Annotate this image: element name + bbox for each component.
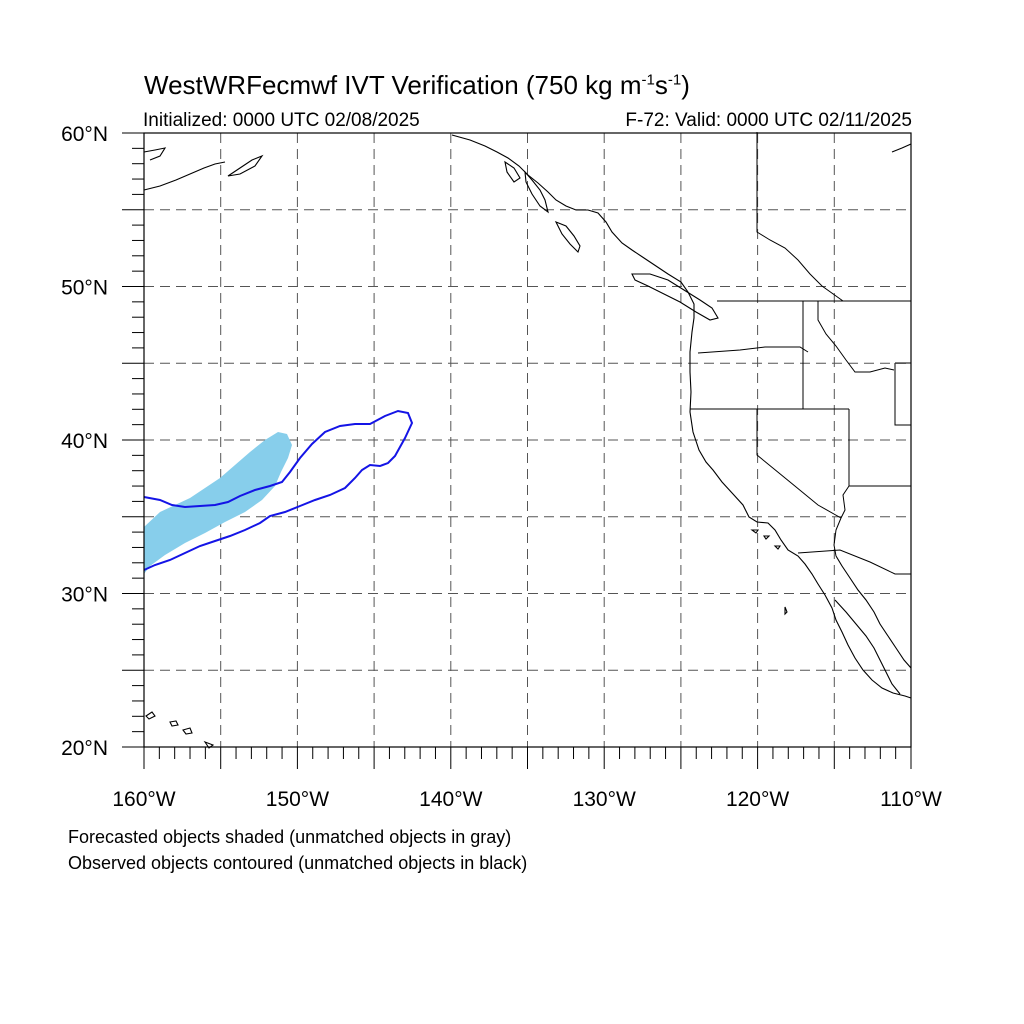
latitude-label: 30°N <box>61 584 108 607</box>
initialized-time-label: Initialized: 0000 UTC 02/08/2025 <box>143 110 420 131</box>
longitude-label: 110°W <box>880 788 942 811</box>
political-boundaries <box>690 132 911 575</box>
longitude-labels: 160°W 150°W 140°W 130°W 120°W 110°W <box>112 788 942 811</box>
coastline <box>143 134 912 749</box>
valid-time-label: F-72: Valid: 0000 UTC 02/11/2025 <box>625 110 912 131</box>
observed-ivt-contour <box>143 409 414 571</box>
latitude-label: 20°N <box>61 737 108 760</box>
longitude-label: 140°W <box>419 788 482 811</box>
chart-title: WestWRFecmwf IVT Verification (750 kg m-… <box>144 70 690 100</box>
latitude-labels: 20°N 30°N 40°N 50°N 60°N <box>61 123 108 760</box>
legend-note: Forecasted objects shaded (unmatched obj… <box>68 824 527 876</box>
longitude-label: 150°W <box>266 788 329 811</box>
longitude-label: 120°W <box>726 788 789 811</box>
latitude-label: 50°N <box>61 277 108 300</box>
axis-ticks <box>122 132 912 769</box>
observed-legend-text: Observed objects contoured (unmatched ob… <box>68 853 528 873</box>
forecast-ivt-object <box>144 432 292 574</box>
lat-lon-grid <box>144 133 911 747</box>
longitude-label: 130°W <box>573 788 636 811</box>
forecast-legend-text: Forecasted objects shaded (unmatched obj… <box>68 827 512 847</box>
latitude-label: 40°N <box>61 430 108 453</box>
latitude-label: 60°N <box>61 123 108 146</box>
longitude-label: 160°W <box>112 788 175 811</box>
